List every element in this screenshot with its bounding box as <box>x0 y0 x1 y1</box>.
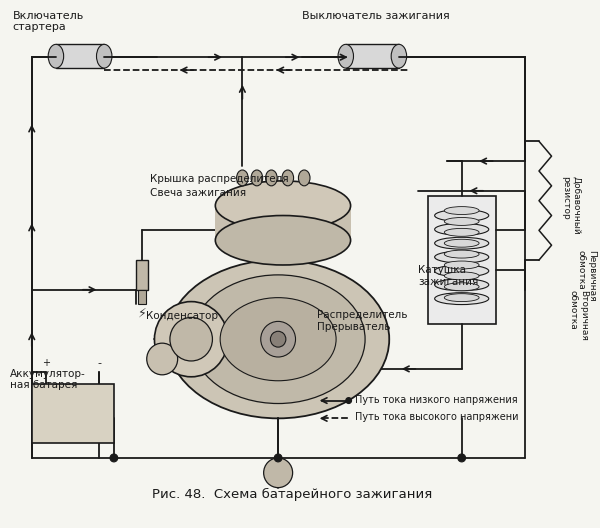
Circle shape <box>458 454 466 462</box>
Ellipse shape <box>191 275 365 403</box>
Text: Вторичная
обмотка: Вторичная обмотка <box>569 290 589 341</box>
Ellipse shape <box>266 170 277 186</box>
Ellipse shape <box>434 251 489 263</box>
Ellipse shape <box>445 218 479 225</box>
Circle shape <box>346 398 352 403</box>
Circle shape <box>147 343 178 375</box>
Text: Аккумулятор-
ная батарея: Аккумулятор- ная батарея <box>10 369 85 391</box>
Ellipse shape <box>445 283 479 291</box>
Circle shape <box>274 454 282 462</box>
Text: Выключатель зажигания: Выключатель зажигания <box>302 11 450 21</box>
Ellipse shape <box>434 265 489 277</box>
Text: +: + <box>42 358 50 368</box>
Circle shape <box>271 331 286 347</box>
Text: Путь тока высокого напряжени: Путь тока высокого напряжени <box>355 412 519 422</box>
Ellipse shape <box>167 260 389 418</box>
Text: Включатель
стартера: Включатель стартера <box>13 11 83 32</box>
Text: Крышка распределителя: Крышка распределителя <box>149 174 288 184</box>
Circle shape <box>263 458 293 488</box>
Ellipse shape <box>445 261 479 269</box>
Ellipse shape <box>434 237 489 249</box>
Circle shape <box>154 301 228 377</box>
Ellipse shape <box>282 170 293 186</box>
Text: Путь тока низкого напряжения: Путь тока низкого напряжения <box>355 394 518 404</box>
Bar <box>32 384 114 443</box>
Ellipse shape <box>445 272 479 280</box>
Circle shape <box>110 454 118 462</box>
Ellipse shape <box>48 44 64 68</box>
Ellipse shape <box>445 206 479 214</box>
Bar <box>136 260 148 290</box>
Circle shape <box>170 317 212 361</box>
Ellipse shape <box>391 44 407 68</box>
Ellipse shape <box>434 279 489 291</box>
Text: Распределитель: Распределитель <box>317 309 407 319</box>
Text: Добавочный
резистор: Добавочный резистор <box>561 176 581 234</box>
Ellipse shape <box>220 298 336 381</box>
Ellipse shape <box>434 223 489 235</box>
Bar <box>56 44 104 68</box>
Ellipse shape <box>338 44 353 68</box>
Text: Конденсатор: Конденсатор <box>146 312 218 322</box>
Ellipse shape <box>445 250 479 258</box>
Ellipse shape <box>434 210 489 221</box>
Ellipse shape <box>215 215 350 265</box>
Bar <box>138 290 146 304</box>
Bar <box>428 196 496 324</box>
Text: ⚡: ⚡ <box>137 307 146 319</box>
Ellipse shape <box>298 170 310 186</box>
Ellipse shape <box>236 170 248 186</box>
Ellipse shape <box>445 239 479 247</box>
Bar <box>346 44 399 68</box>
Text: Рис. 48.  Схема батарейного зажигания: Рис. 48. Схема батарейного зажигания <box>152 488 433 501</box>
Ellipse shape <box>97 44 112 68</box>
Circle shape <box>261 322 296 357</box>
Text: Первичная
обмотка: Первичная обмотка <box>577 250 596 302</box>
Ellipse shape <box>215 181 350 230</box>
Ellipse shape <box>434 293 489 305</box>
Ellipse shape <box>251 170 263 186</box>
Text: Свеча зажигания: Свеча зажигания <box>149 188 246 198</box>
Text: Прерыватель: Прерыватель <box>317 323 390 333</box>
Text: -: - <box>97 358 101 368</box>
Ellipse shape <box>445 294 479 301</box>
Ellipse shape <box>445 229 479 237</box>
Bar <box>215 205 350 240</box>
Text: Катушка
зажигания: Катушка зажигания <box>418 265 479 287</box>
